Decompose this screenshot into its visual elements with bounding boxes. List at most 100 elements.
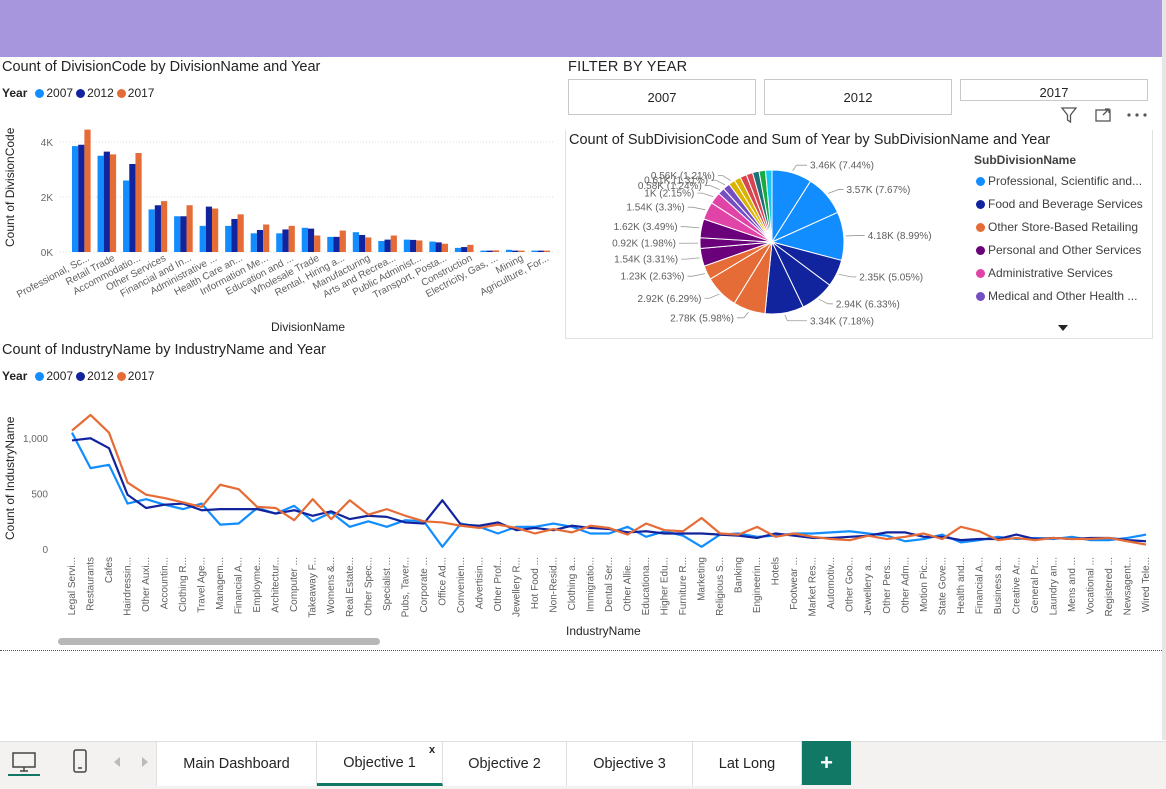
tab-objective-2[interactable]: Objective 2: [443, 742, 567, 786]
report-header-band: [0, 0, 1162, 57]
bar-2007: [276, 233, 283, 252]
bar-2007: [403, 239, 411, 252]
pie-legend-item[interactable]: Medical and Other Health ...: [976, 289, 1137, 303]
x-tick-label: Vocational ...: [1085, 557, 1096, 614]
add-page-button[interactable]: +: [802, 741, 851, 785]
x-tick-label: Office Ad...: [437, 557, 448, 606]
x-tick-label: Other Spec...: [363, 557, 374, 616]
bar-2012: [537, 250, 544, 252]
slicer-option-2017[interactable]: 2017: [960, 79, 1148, 101]
legend-dot-2012: [76, 88, 86, 98]
x-tick-label: Clothing a...: [567, 557, 578, 610]
page-scrollbar[interactable]: [1162, 0, 1166, 740]
x-tick-label: Specialist ...: [382, 557, 393, 611]
x-tick-label: Religious S...: [715, 557, 726, 616]
pie-data-label: 3.34K (7.18%): [810, 316, 874, 327]
pie-data-label: 1K (2.15%): [644, 189, 694, 200]
pie-data-label: 3.46K (7.44%): [810, 161, 874, 172]
legend-dot-2017: [116, 88, 126, 98]
close-tab-icon[interactable]: x: [429, 744, 436, 756]
tab-lat-long[interactable]: Lat Long: [693, 742, 802, 786]
bar-2017: [390, 235, 397, 252]
focus-mode-icon[interactable]: [1092, 104, 1114, 126]
x-tick-label: Registered ...: [1104, 557, 1115, 616]
bar-2012: [282, 229, 289, 252]
pie-chart-plot[interactable]: 3.46K (7.44%) 3.57K (7.67%) 4.18K (8.99%) 2…: [565, 150, 970, 338]
bar-2012: [256, 230, 264, 252]
more-options-icon[interactable]: [1124, 104, 1150, 126]
horizontal-scrollbar[interactable]: [58, 638, 380, 645]
bar-2012: [103, 151, 110, 252]
legend-scroll-down-icon[interactable]: [1056, 322, 1070, 334]
tab-main-dashboard[interactable]: Main Dashboard: [156, 742, 317, 786]
pie-data-label: 2.35K (5.05%): [859, 272, 923, 283]
x-tick-label: Higher Edu...: [660, 557, 671, 615]
legend-title: Year: [2, 86, 28, 100]
slicer-option-2007[interactable]: 2007: [568, 79, 756, 115]
legend-label-2007: 2007: [46, 369, 74, 383]
bar-2012: [129, 164, 136, 252]
bar-2007: [199, 225, 206, 252]
tab-scroll-left-icon[interactable]: [110, 752, 124, 772]
slicer-option-2012[interactable]: 2012: [764, 79, 952, 115]
pie-data-label: 0.61K (1.31%): [644, 176, 708, 187]
pie-leader-line: [737, 311, 749, 319]
tab-objective-1[interactable]: Objective 1: [317, 742, 443, 786]
bar-2007: [72, 146, 79, 252]
x-tick-label: Hotels: [771, 557, 782, 585]
legend-label-2012: 2012: [87, 369, 114, 383]
bar-2012: [231, 219, 238, 252]
chart-legend: Year 2007 2012 2017: [2, 86, 154, 100]
pie-legend-item[interactable]: Personal and Other Services: [976, 243, 1141, 257]
legend-dot: [976, 222, 985, 232]
legend-label: Medical and Other Health ...: [988, 289, 1138, 303]
pie-legend-item[interactable]: Food and Beverage Services: [976, 197, 1143, 211]
pie-data-label: 1.54K (3.3%): [626, 203, 684, 214]
bar-2007: [97, 155, 104, 252]
y-tick-label: 500: [31, 490, 48, 501]
pie-legend-item[interactable]: Other Store-Based Retailing: [976, 220, 1138, 234]
legend-dot: [976, 199, 985, 209]
pie-legend-item[interactable]: Administrative Services: [976, 266, 1113, 280]
x-tick-label: Hot Food ...: [530, 557, 541, 609]
tab-objective-3[interactable]: Objective 3: [567, 742, 693, 786]
x-tick-label: Mens and ...: [1067, 557, 1078, 612]
x-tick-label: Laundry an...: [1048, 557, 1059, 615]
x-tick-label: Newsagent...: [1122, 557, 1133, 615]
bar-2017: [84, 129, 91, 252]
bar-2007: [225, 225, 232, 252]
bar-2017: [109, 154, 117, 252]
bar-2012: [512, 250, 519, 252]
chart-title: Count of IndustryName by IndustryName an…: [2, 342, 327, 358]
x-tick-label: Other Pers...: [882, 557, 893, 614]
desktop-layout-icon[interactable]: [8, 748, 40, 776]
tab-scroll-right-icon[interactable]: [138, 752, 152, 772]
x-tick-label: Other Allie...: [623, 557, 634, 611]
bar-2007: [480, 250, 487, 252]
filter-icon[interactable]: [1058, 104, 1080, 126]
bar-2017: [160, 201, 168, 252]
x-tick-label: Convenien...: [456, 557, 467, 613]
x-tick-label: Jewellery R...: [511, 557, 522, 617]
pie-leader-line: [687, 273, 706, 277]
pie-leader-line: [687, 206, 706, 211]
bar-2007: [148, 209, 155, 252]
pie-legend-item[interactable]: Professional, Scientific and...: [976, 174, 1142, 188]
x-tick-label: Real Estate...: [345, 557, 356, 617]
x-tick-label: Cafes: [104, 557, 115, 583]
legend-label: Administrative Services: [988, 266, 1113, 280]
bar-2007: [174, 216, 181, 252]
legend-dot: [976, 268, 985, 278]
legend-dot-2017: [116, 371, 126, 381]
x-tick-label: Marketing: [697, 557, 708, 601]
x-tick-label: Banking: [734, 557, 745, 593]
bar-2012: [78, 144, 85, 252]
pie-leader-line: [792, 164, 807, 172]
x-tick-label: Wired Tele...: [1141, 557, 1152, 612]
x-tick-label: Engineerin...: [752, 557, 763, 613]
mobile-layout-icon[interactable]: [66, 746, 94, 776]
x-tick-label: Jewellery a...: [863, 557, 874, 615]
legend-label: Personal and Other Services: [988, 243, 1142, 257]
x-tick-label: Financial A...: [234, 557, 245, 614]
bar-2012: [410, 239, 417, 252]
